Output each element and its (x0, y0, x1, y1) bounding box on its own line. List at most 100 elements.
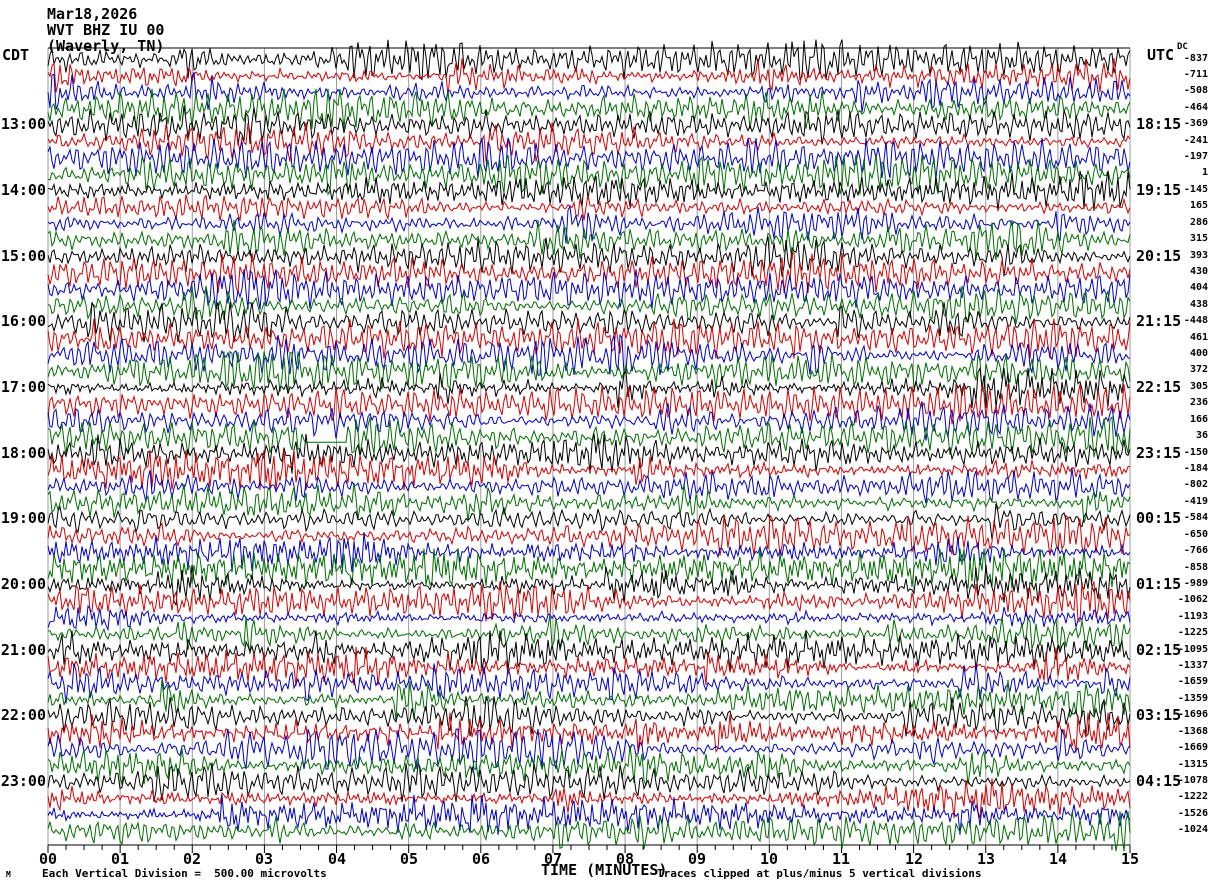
trace-row (47, 564, 1131, 607)
dc-value: 461 (1189, 332, 1208, 343)
trace-row (47, 604, 1131, 632)
trace-row (47, 482, 1131, 523)
x-tick-label: 01 (110, 850, 130, 868)
dc-value: -802 (1183, 479, 1208, 490)
trace-row (47, 383, 1131, 425)
trace-row (47, 252, 1131, 294)
left-time-label: 18:00 (0, 444, 46, 462)
dc-value: 372 (1189, 364, 1208, 375)
x-tick-label: 06 (471, 850, 491, 868)
dc-value: 315 (1189, 233, 1208, 244)
left-time-label: 22:00 (0, 706, 46, 724)
dc-value: 286 (1189, 217, 1208, 228)
right-time-label: 23:15 (1136, 444, 1182, 462)
trace-row (47, 503, 1131, 540)
dc-value: 393 (1189, 250, 1208, 261)
dc-value: 430 (1189, 266, 1208, 277)
dc-value: -1225 (1177, 627, 1208, 638)
right-time-label: 20:15 (1136, 247, 1182, 265)
right-time-label: 03:15 (1136, 706, 1182, 724)
trace-row (47, 366, 1131, 408)
dc-value: -1095 (1177, 644, 1208, 655)
left-time-label: 19:00 (0, 509, 46, 527)
corner-mark: M (6, 870, 11, 879)
trace-row (47, 728, 1131, 770)
right-time-label: 21:15 (1136, 312, 1182, 330)
trace-row (47, 39, 1131, 81)
x-tick-label: 15 (1120, 850, 1140, 868)
x-tick-label: 04 (327, 850, 347, 868)
dc-value: 438 (1189, 299, 1208, 310)
trace-row (47, 401, 1131, 441)
dc-column-header: DC (1177, 42, 1188, 52)
trace-row (47, 416, 1131, 458)
dc-value: -989 (1183, 578, 1208, 589)
trace-row (47, 433, 1131, 474)
dc-value: -1669 (1177, 742, 1208, 753)
trace-row (47, 72, 1131, 113)
header-date: Mar18,2026 (47, 5, 138, 23)
trace-row (47, 762, 1131, 803)
trace-row (47, 745, 1131, 786)
dc-value: 166 (1189, 414, 1208, 425)
dc-value: -1526 (1177, 808, 1208, 819)
trace-row (47, 468, 1131, 504)
dc-value: -1024 (1177, 824, 1208, 835)
trace-row (47, 204, 1131, 244)
trace-row (47, 318, 1131, 359)
dc-value: 400 (1189, 348, 1208, 359)
x-tick-label: 08 (615, 850, 635, 868)
dc-value: -1696 (1177, 709, 1208, 720)
trace-row (47, 285, 1131, 324)
dc-value: -1062 (1177, 594, 1208, 605)
x-tick-label: 14 (1048, 850, 1068, 868)
right-time-label: 22:15 (1136, 378, 1182, 396)
trace-row (47, 57, 1131, 96)
x-tick-label: 07 (543, 850, 563, 868)
trace-row (47, 696, 1131, 737)
x-tick-label: 13 (976, 850, 996, 868)
dc-value: 165 (1189, 200, 1208, 211)
trace-row (47, 269, 1131, 310)
left-time-label: 14:00 (0, 181, 46, 199)
dc-value: -650 (1183, 529, 1208, 540)
dc-value: -766 (1183, 545, 1208, 556)
trace-row (47, 679, 1131, 720)
right-time-label: 02:15 (1136, 641, 1182, 659)
x-tick-label: 11 (831, 850, 851, 868)
trace-row (47, 614, 1131, 655)
right-time-label: 19:15 (1136, 181, 1182, 199)
left-time-label: 21:00 (0, 641, 46, 659)
trace-row (47, 663, 1131, 704)
x-tick-label: 10 (759, 850, 779, 868)
dc-value: -1359 (1177, 693, 1208, 704)
dc-value: -1222 (1177, 791, 1208, 802)
header-station: WVT BHZ IU 00 (47, 21, 165, 39)
dc-value: -584 (1183, 512, 1208, 523)
dc-value: 236 (1189, 397, 1208, 408)
header-location: (Waverly, TN) (47, 37, 165, 55)
trace-row (47, 137, 1131, 179)
dc-value: -369 (1183, 118, 1208, 129)
scale-note: Each Vertical Division = 500.00 microvol… (42, 867, 327, 880)
dc-value: -858 (1183, 562, 1208, 573)
right-time-label: 00:15 (1136, 509, 1182, 527)
dc-value: -241 (1183, 135, 1208, 146)
clip-note: Traces clipped at plus/minus 5 vertical … (657, 867, 982, 880)
dc-value: -1337 (1177, 660, 1208, 671)
dc-value: -837 (1183, 53, 1208, 64)
dc-value: -1368 (1177, 726, 1208, 737)
dc-value: -197 (1183, 151, 1208, 162)
left-time-label: 16:00 (0, 312, 46, 330)
x-tick-label: 02 (182, 850, 202, 868)
dc-value: -1315 (1177, 759, 1208, 770)
right-time-label: 04:15 (1136, 772, 1182, 790)
x-tick-label: 00 (38, 850, 58, 868)
trace-row (47, 630, 1131, 671)
left-time-label: 20:00 (0, 575, 46, 593)
dc-value: -1659 (1177, 676, 1208, 687)
trace-row (47, 105, 1131, 146)
trace-row (47, 219, 1131, 261)
trace-row (47, 514, 1131, 556)
